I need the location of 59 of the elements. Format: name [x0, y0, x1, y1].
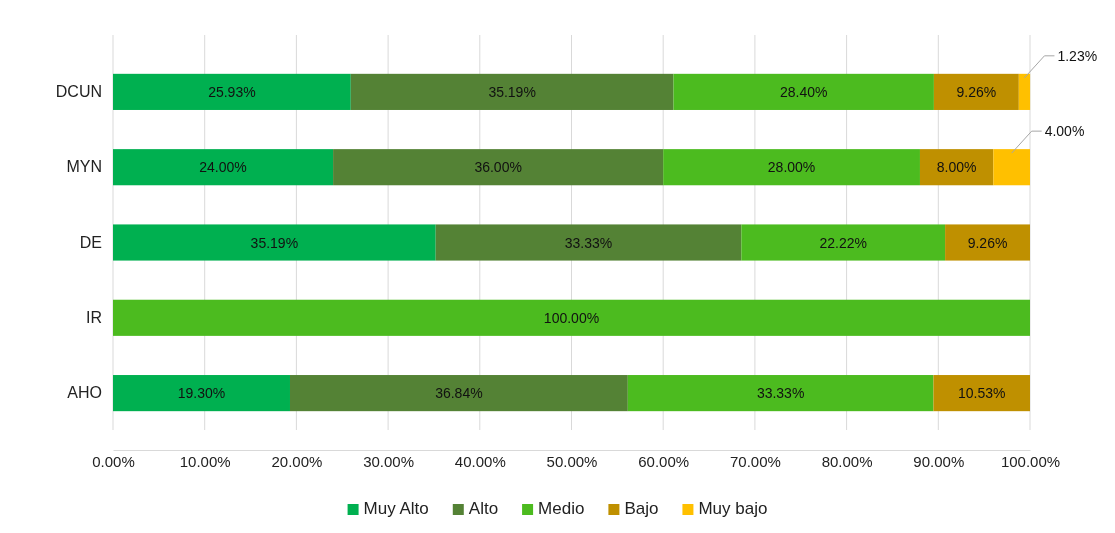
bar: [741, 224, 946, 261]
data-label: 19.30%: [177, 385, 226, 402]
bar: [627, 375, 934, 412]
data-label: 1.23%: [1057, 47, 1098, 64]
bar: [113, 73, 351, 110]
x-tick-label: 50.00%: [546, 452, 598, 470]
x-tick-label: 0.00%: [92, 452, 135, 470]
bar: [435, 224, 742, 261]
data-label: 36.84%: [435, 385, 483, 402]
y-tick-label: DCUN: [55, 83, 102, 101]
data-label: 4.00%: [1044, 123, 1085, 140]
data-label: 28.40%: [779, 83, 828, 100]
bar: [289, 375, 628, 412]
legend-label: Muy Alto: [363, 499, 429, 518]
x-tick-label: 30.00%: [363, 452, 415, 470]
data-label: 25.93%: [208, 83, 256, 100]
y-tick-label: AHO: [67, 384, 102, 402]
x-tick-label: 10.00%: [179, 452, 231, 470]
data-label: 8.00%: [936, 159, 977, 176]
bar: [1018, 73, 1031, 110]
x-tick-label: 60.00%: [638, 452, 690, 470]
data-label: 100.00%: [543, 309, 600, 326]
bar: [333, 149, 664, 186]
bar: [350, 73, 674, 110]
x-tick-label: 40.00%: [454, 452, 506, 470]
data-label: 28.00%: [767, 159, 816, 176]
x-tick-label: 20.00%: [271, 452, 323, 470]
bar: [993, 149, 1030, 186]
legend-label: Medio: [538, 499, 585, 518]
x-tick-label: 70.00%: [729, 452, 781, 470]
bar: [113, 224, 436, 261]
bar: [113, 299, 1030, 336]
data-label: 24.00%: [199, 159, 247, 176]
data-label: 33.33%: [564, 234, 613, 251]
bar: [673, 73, 934, 110]
legend-label: Bajo: [624, 499, 659, 518]
bar: [919, 149, 994, 186]
data-label: 35.19%: [488, 83, 536, 100]
bar: [945, 224, 1030, 261]
data-label: 9.26%: [967, 234, 1008, 251]
bar: [113, 375, 290, 412]
bar: [933, 73, 1019, 110]
bar: [113, 149, 334, 186]
data-label: 9.26%: [956, 83, 997, 100]
y-tick-label: DE: [79, 233, 102, 251]
y-tick-label: IR: [86, 308, 102, 326]
bar: [933, 375, 1030, 412]
data-label: 22.22%: [819, 234, 867, 251]
data-label: 36.00%: [474, 159, 522, 176]
data-label: 33.33%: [756, 385, 805, 402]
y-tick-label: MYN: [66, 158, 102, 176]
legend-label: Muy bajo: [698, 499, 768, 518]
data-label: 10.53%: [957, 385, 1006, 402]
x-tick-label: 100.00%: [1000, 452, 1061, 470]
x-tick-label: 80.00%: [821, 452, 873, 470]
data-label: 35.19%: [250, 234, 299, 251]
legend-label: Alto: [468, 499, 499, 518]
x-tick-label: 90.00%: [913, 452, 965, 470]
bar: [663, 149, 920, 186]
